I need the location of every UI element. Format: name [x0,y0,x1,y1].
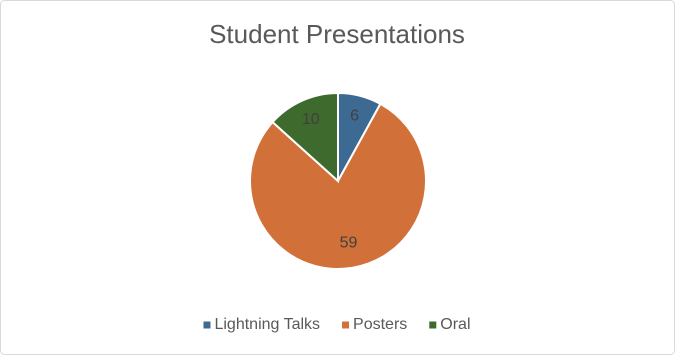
legend-label: Posters [353,316,407,333]
pie-slice [271,91,339,184]
legend-marker [342,321,350,329]
data-label: 59 [340,235,358,252]
chart-title: Student Presentations [209,19,465,49]
data-label: 6 [350,107,359,124]
data-label: 10 [302,111,320,128]
legend-marker [429,321,437,329]
legend: Lightning Talks Posters Oral [203,316,471,333]
legend-marker [203,321,211,329]
pie-slice [249,102,427,270]
legend-label: Lightning Talks [214,316,320,333]
legend-label: Oral [440,316,470,333]
